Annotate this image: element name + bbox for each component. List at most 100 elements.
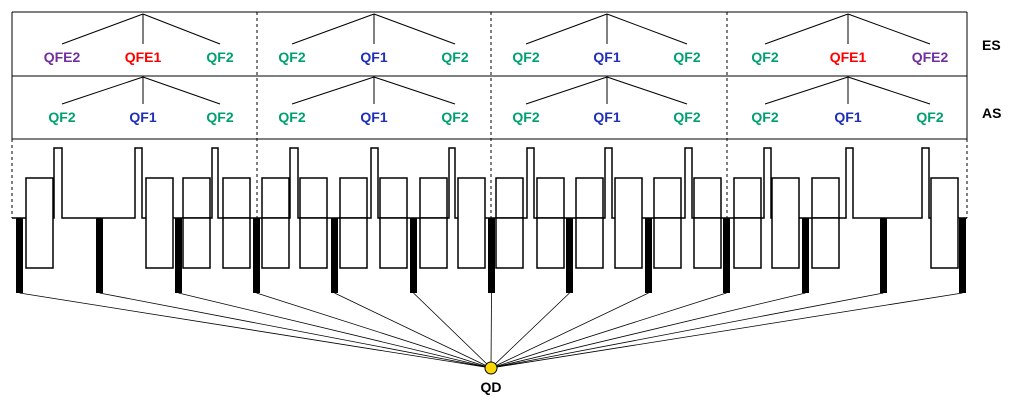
quadrupole-block-22 — [261, 217, 290, 269]
es-magnet-label-2-1: QF1 — [593, 49, 620, 65]
qd-fan-line-2 — [178, 292, 492, 369]
es-tree-line-1-2 — [373, 13, 456, 45]
quadrupole-block-15 — [693, 177, 722, 219]
quadrupole-block-20 — [182, 217, 211, 269]
as-magnet-label-1-0: QF2 — [278, 109, 305, 125]
dipole-bar-5 — [410, 218, 417, 293]
qd-fan-line-4 — [334, 292, 492, 369]
quadrupole-block-10 — [495, 177, 524, 219]
quadrupole-block-30 — [653, 217, 682, 269]
es-tree-line-3-2 — [847, 13, 931, 45]
es-tree-line-2-2 — [606, 13, 688, 45]
es-magnet-label-1-1: QF1 — [360, 49, 387, 65]
label-tree-connectors — [61, 13, 931, 105]
es-magnet-label-1-2: QF2 — [441, 49, 468, 65]
es-tree-line-3-0 — [764, 13, 849, 45]
quadrupole-block-23 — [299, 217, 328, 269]
qd-fan-line-6 — [490, 292, 492, 369]
as-magnet-label-2-1: QF1 — [593, 109, 620, 125]
quadrupole-block-27 — [495, 217, 524, 269]
quadrupole-block-6 — [339, 177, 368, 219]
dipole-bar-10 — [802, 218, 809, 293]
quadrupole-block-7 — [379, 177, 408, 219]
as-magnet-label-1-1: QF1 — [360, 109, 387, 125]
dipole-bar-9 — [723, 218, 730, 293]
magnet-labels: QFE2 QFE1 QF2 QF2 QF1 QF2 QF2 QF1 QF2 QF2 QFE1 QFE2… — [44, 49, 949, 125]
qd-fan-line-9 — [490, 292, 727, 369]
es-row-label: ES — [982, 37, 1001, 53]
es-tree-line-0-2 — [142, 13, 221, 45]
quadrupole-block-5 — [299, 177, 328, 219]
as-tree-line-0-0 — [61, 76, 144, 105]
quadrupole-block-8 — [419, 177, 448, 219]
dipole-bar-8 — [645, 218, 652, 293]
as-tree-line-3-2 — [847, 76, 931, 105]
as-magnet-label-0-0: QF2 — [48, 109, 75, 125]
as-tree-line-0-2 — [142, 76, 221, 105]
as-tree-line-2-0 — [525, 76, 608, 105]
dipole-bar-3 — [253, 218, 260, 293]
quadrupole-block-0 — [25, 177, 54, 269]
es-tree-line-0-0 — [61, 13, 144, 45]
dipole-bar-7 — [566, 218, 573, 293]
dipole-bar-2 — [175, 218, 182, 293]
dipole-bars — [16, 218, 966, 293]
qd-fan-line-12 — [490, 292, 963, 369]
dipole-bar-12 — [959, 218, 966, 293]
quadrupole-block-28 — [536, 217, 565, 269]
as-row-label: AS — [982, 105, 1001, 121]
qd-fan-line-5 — [413, 292, 492, 369]
es-magnet-label-1-0: QF2 — [278, 49, 305, 65]
as-magnet-label-3-0: QF2 — [751, 109, 778, 125]
es-magnet-label-2-0: QF2 — [512, 49, 539, 65]
row-labels: ES AS — [982, 37, 1001, 121]
qd-fan-line-8 — [490, 292, 649, 369]
as-magnet-label-0-1: QF1 — [129, 109, 156, 125]
as-tree-line-2-2 — [606, 76, 688, 105]
quadrupole-block-13 — [614, 177, 643, 269]
es-magnet-label-2-2: QF2 — [673, 49, 700, 65]
es-magnet-label-0-0: QFE2 — [44, 49, 81, 65]
quadrupole-block-16 — [733, 177, 762, 219]
as-magnet-label-3-2: QF2 — [916, 109, 943, 125]
quadrupole-block-29 — [575, 217, 604, 269]
as-magnet-label-1-2: QF2 — [441, 109, 468, 125]
dipole-bar-4 — [331, 218, 338, 293]
quadrupole-block-32 — [733, 217, 762, 269]
as-tree-line-3-0 — [764, 76, 849, 105]
as-magnet-label-3-1: QF1 — [834, 109, 861, 125]
dipole-bar-11 — [880, 218, 887, 293]
qd-fan-lines — [19, 292, 963, 369]
es-tree-line-1-0 — [291, 13, 375, 45]
quadrupole-block-14 — [653, 177, 682, 219]
quadrupole-block-17 — [771, 177, 800, 269]
quadrupole-block-31 — [693, 217, 722, 269]
es-magnet-label-0-2: QF2 — [206, 49, 233, 65]
as-tree-line-1-2 — [373, 76, 456, 105]
es-magnet-label-0-1: QFE1 — [125, 49, 162, 65]
quadrupole-block-25 — [379, 217, 408, 269]
quadrupole-block-3 — [222, 177, 251, 219]
quadrupole-blocks — [25, 177, 959, 269]
quadrupole-block-9 — [457, 177, 486, 269]
quadrupole-block-2 — [182, 177, 211, 219]
diagram-frame — [11, 11, 968, 218]
es-magnet-label-3-1: QFE1 — [830, 49, 867, 65]
qd-fan-line-10 — [490, 292, 806, 369]
es-magnet-label-3-2: QFE2 — [912, 49, 949, 65]
quadrupole-block-11 — [536, 177, 565, 219]
dipole-bar-1 — [96, 218, 103, 293]
as-tree-line-1-0 — [291, 76, 375, 105]
as-magnet-label-0-2: QF2 — [206, 109, 233, 125]
qd-fan-line-0 — [19, 292, 492, 369]
quadrupole-block-33 — [811, 217, 840, 269]
qd-fan-line-7 — [490, 292, 570, 369]
as-magnet-label-2-2: QF2 — [673, 109, 700, 125]
quadrupole-block-26 — [419, 217, 448, 269]
qd-node — [484, 361, 498, 375]
as-magnet-label-2-0: QF2 — [512, 109, 539, 125]
qd-fan-line-3 — [256, 292, 492, 369]
quadrupole-block-19 — [930, 177, 959, 269]
quadrupole-block-18 — [811, 177, 840, 219]
